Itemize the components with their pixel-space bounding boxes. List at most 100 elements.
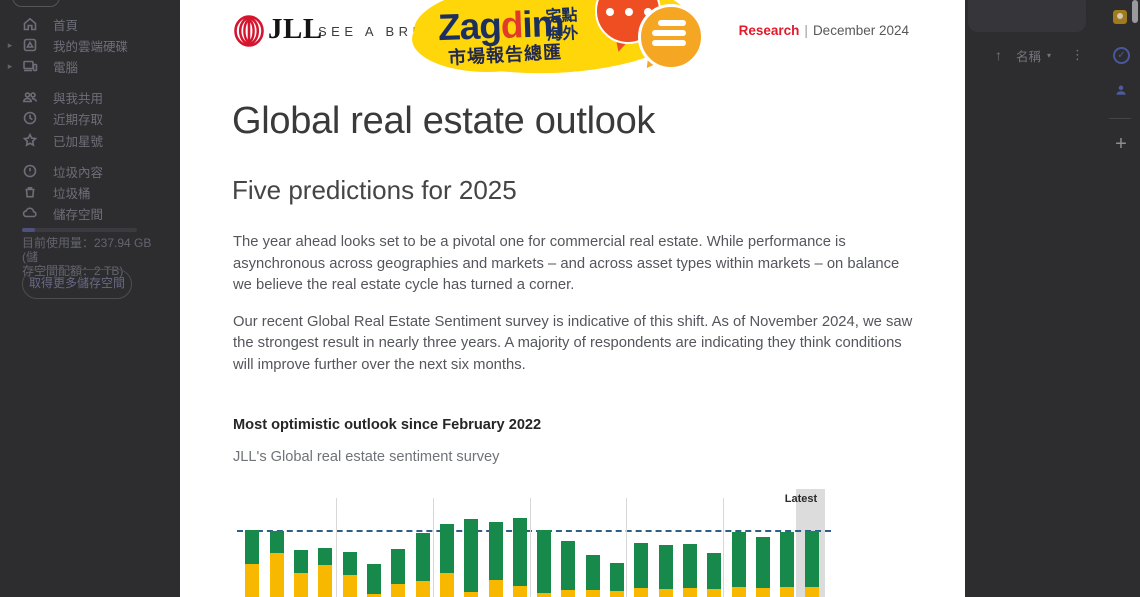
sidebar-item-label: 垃圾桶: [53, 186, 91, 201]
chart-bar: [342, 552, 357, 597]
tasks-icon[interactable]: ✓: [1113, 47, 1130, 64]
bar-yellow-segment: [488, 580, 503, 597]
body-text: The year ahead looks set to be a pivotal…: [233, 232, 921, 392]
document-page: JLL SEE A BRI Research | December 2024 Glo…: [180, 0, 965, 597]
bar-green-segment: [731, 532, 746, 587]
bar-yellow-segment: [464, 592, 479, 597]
bar-green-segment: [439, 524, 454, 573]
bar-green-segment: [610, 563, 625, 591]
chart-bar: [756, 537, 771, 597]
latest-label: Latest: [784, 493, 818, 505]
expand-caret-icon[interactable]: ▸: [7, 39, 13, 50]
brand-tagline: SEE A BRI: [318, 24, 421, 39]
bar-green-segment: [585, 555, 600, 590]
research-date-line: Research | December 2024: [738, 23, 909, 38]
chart-bar: [245, 530, 260, 597]
bar-green-segment: [634, 543, 649, 588]
bar-green-segment: [293, 550, 308, 573]
sidebar-item-storage[interactable]: 儲存空間: [0, 203, 180, 223]
sidebar-item-recent[interactable]: 近期存取: [0, 108, 180, 128]
home-icon: [22, 16, 38, 32]
clock-icon: [22, 110, 38, 126]
sidebar-item-home[interactable]: 首頁: [0, 14, 180, 34]
chart-bar: [391, 549, 406, 597]
bar-green-segment: [391, 549, 406, 584]
bar-green-segment: [537, 530, 552, 593]
more-options-icon[interactable]: ⋮: [1071, 47, 1085, 62]
bar-yellow-segment: [731, 587, 746, 597]
keep-icon[interactable]: [1113, 10, 1127, 24]
bar-green-segment: [342, 552, 357, 575]
chart-gridline: [722, 498, 724, 597]
sidebar-item-label: 電腦: [53, 60, 79, 75]
sidebar-item-computers[interactable]: ▸ 電腦: [0, 56, 180, 76]
cloud-icon: [22, 205, 38, 221]
sidebar-item-shared-with-me[interactable]: 與我共用: [0, 87, 180, 107]
bar-green-segment: [366, 564, 381, 594]
drive-toolbar-remnant: [968, 0, 1086, 32]
sidebar-item-label: 垃圾內容: [53, 165, 104, 180]
sidebar-item-my-drive[interactable]: ▸ 我的雲端硬碟: [0, 35, 180, 55]
storage-usage-text: 目前使用量：237.94 GB (儲 存空間配額：2 TB): [22, 236, 152, 278]
chevron-down-icon[interactable]: ▾: [1047, 50, 1052, 60]
scrollbar-thumb[interactable]: [1132, 0, 1138, 23]
chart-gridline: [336, 498, 337, 597]
sidebar-item-spam[interactable]: 垃圾內容: [0, 161, 180, 181]
bar-green-segment: [488, 522, 503, 580]
chart-bar: [634, 543, 649, 597]
bar-green-segment: [683, 544, 698, 588]
chart-bar: [318, 548, 333, 597]
research-label: Research: [738, 23, 800, 38]
contacts-icon[interactable]: [1114, 83, 1128, 97]
chart-bar: [731, 532, 746, 597]
bar-yellow-segment: [439, 573, 454, 597]
paragraph: Our recent Global Real Estate Sentiment …: [233, 313, 913, 373]
bar-yellow-segment: [707, 589, 722, 597]
bar-green-segment: [318, 548, 333, 565]
drive-icon: [22, 37, 38, 53]
alert-icon: [22, 163, 38, 179]
bar-green-segment: [804, 531, 819, 587]
chart-bar: [610, 563, 625, 597]
bar-yellow-segment: [318, 565, 333, 597]
bar-green-segment: [415, 533, 430, 581]
bar-yellow-segment: [391, 584, 406, 597]
sidebar-item-label: 首頁: [53, 18, 79, 33]
bar-yellow-segment: [269, 553, 284, 597]
bar-yellow-segment: [342, 575, 357, 597]
page-subtitle: Five predictions for 2025: [232, 175, 517, 205]
computer-icon: [22, 58, 38, 74]
chart-bar: [780, 532, 795, 597]
chart-bar: [585, 555, 600, 597]
bar-yellow-segment: [585, 590, 600, 597]
jll-logo-icon: [233, 14, 265, 48]
chart-bar: [415, 533, 430, 597]
bar-yellow-segment: [683, 588, 698, 597]
chart-bar: [804, 531, 819, 597]
sidebar-item-label: 已加星號: [53, 134, 104, 149]
chart-bar: [707, 553, 722, 597]
sidebar-item-starred[interactable]: 已加星號: [0, 130, 180, 150]
new-button[interactable]: [12, 0, 60, 7]
bar-yellow-segment: [610, 591, 625, 597]
bar-yellow-segment: [561, 590, 576, 597]
bar-green-segment: [464, 519, 479, 592]
bar-green-segment: [756, 537, 771, 588]
expand-caret-icon[interactable]: ▸: [7, 60, 13, 71]
sidebar-item-trash[interactable]: 垃圾桶: [0, 182, 180, 202]
bar-green-segment: [707, 553, 722, 589]
bar-yellow-segment: [780, 587, 795, 597]
add-panel-icon[interactable]: +: [1115, 133, 1127, 155]
issue-date: December 2024: [812, 23, 909, 38]
bar-green-segment: [269, 531, 284, 553]
chart-gridline: [626, 498, 627, 597]
get-more-storage-button[interactable]: 取得更多儲存空間: [22, 269, 132, 299]
rail-divider: [1109, 118, 1131, 119]
chart-gridline: [529, 498, 531, 597]
sort-direction-icon[interactable]: ↑: [995, 47, 1002, 63]
side-panel-rail: ✓ +: [1106, 0, 1134, 200]
sort-by-name-label[interactable]: 名稱: [1016, 49, 1042, 64]
reference-dashed-line: [237, 530, 831, 532]
jll-wordmark: JLL: [268, 13, 323, 45]
chart-bar: [512, 518, 527, 597]
